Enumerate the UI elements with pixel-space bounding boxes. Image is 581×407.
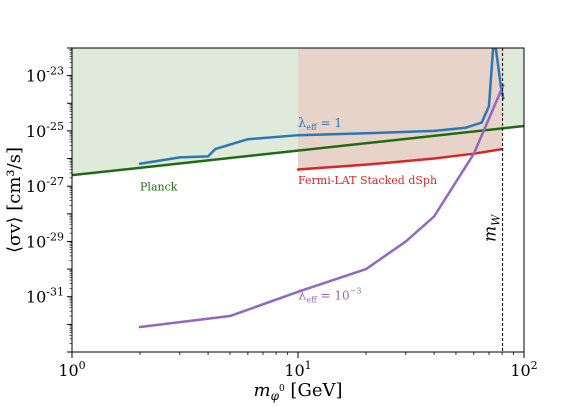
y-axis-label: ⟨σv⟩ [cm³/s]	[4, 147, 25, 253]
exclusion-regions	[72, 48, 524, 176]
y-tick-label-0: 10-31	[26, 286, 64, 307]
mw-label: mW	[481, 213, 503, 242]
x-tick-label-0: 100	[58, 359, 85, 380]
series-line-1	[296, 147, 504, 171]
annotation-lambda-small: λeff = 10−3	[298, 286, 361, 304]
x-tick-label-2: 102	[510, 359, 537, 380]
y-tick-label-3: 10-25	[26, 120, 64, 141]
region-fermi-excluded	[298, 48, 503, 170]
annotation-fermi: Fermi-LAT Stacked dSph	[298, 174, 437, 187]
series-lines	[72, 48, 524, 329]
x-tick-label-1: 101	[284, 359, 311, 380]
x-axis-label: mφ0 [GeV]	[253, 380, 342, 403]
y-tick-label-4: 10-23	[26, 65, 64, 86]
series-annotations: λeff = 1 λeff = 10−3 Planck Fermi-LAT Stack…	[140, 116, 437, 305]
annotation-planck: Planck	[140, 180, 178, 193]
axis-labels: mφ0 [GeV] ⟨σv⟩ [cm³/s]	[4, 147, 343, 403]
series-line-0	[72, 124, 524, 177]
y-tick-label-1: 10-29	[26, 230, 64, 251]
series-line-3	[138, 83, 505, 329]
series-line-2	[138, 48, 505, 165]
annotation-lambda-one: λeff = 1	[298, 116, 342, 132]
axis-ticks: 100 101 102 10-31 10-29 10-27 10-25 10-23	[26, 47, 538, 380]
y-tick-label-2: 10-27	[26, 175, 64, 196]
mw-threshold: mW	[481, 48, 504, 352]
